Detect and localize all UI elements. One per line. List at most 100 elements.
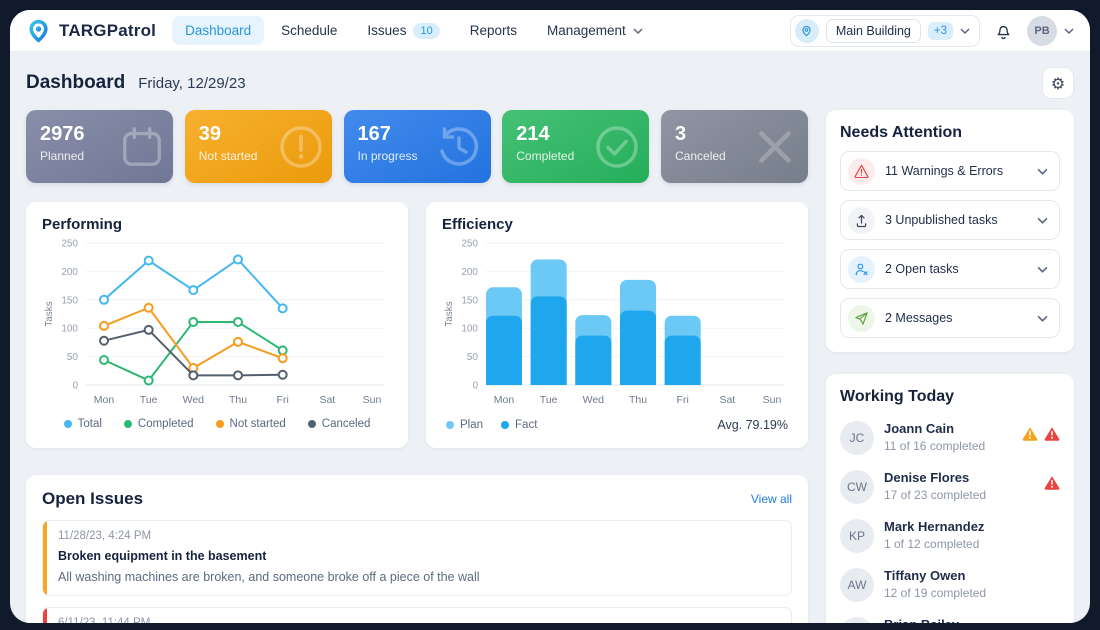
attention-item-messages[interactable]: 2 Messages [840, 298, 1060, 338]
needs-attention-title: Needs Attention [840, 124, 963, 141]
person-row[interactable]: KP Mark Hernandez 1 of 12 completed [840, 519, 1060, 553]
page-title: Dashboard [26, 72, 126, 93]
person-row[interactable]: DW Brian Bailey 3 of 7 completed [840, 617, 1060, 623]
stat-label: Canceled [675, 149, 726, 163]
legend-item: Not started [215, 418, 286, 430]
nav-item-schedule[interactable]: Schedule [281, 23, 338, 38]
person-name: Denise Flores [884, 470, 970, 485]
warning-triangle-icon [1044, 476, 1060, 490]
legend-item: Completed [123, 418, 194, 430]
person-name: Brian Bailey [884, 617, 973, 623]
stat-card-planned: 2976 Planned [26, 110, 173, 183]
attention-label: 2 Messages [885, 311, 953, 325]
working-today-card: Working Today JC Joann Cain 11 of 16 com… [826, 374, 1074, 623]
stat-card-canceled: 3 Canceled [661, 110, 808, 183]
alert-circle-icon [280, 125, 322, 168]
person-row[interactable]: JC Joann Cain 11 of 16 completed [840, 421, 1060, 455]
chevron-down-icon [633, 27, 643, 34]
person-name: Mark Hernandez [884, 519, 985, 534]
right-column: Needs Attention 11 Warnings & Errors [826, 110, 1074, 623]
open-issues-title: Open Issues [42, 489, 144, 508]
legend-item: Canceled [307, 418, 370, 430]
avatar: AW [840, 568, 874, 602]
chart-title: Performing [42, 216, 123, 233]
location-selector[interactable]: Main Building +3 [789, 14, 980, 47]
person-row[interactable]: AW Tiffany Owen 12 of 19 completed [840, 568, 1060, 602]
svg-text:0: 0 [72, 381, 78, 392]
brand[interactable]: TARGPatrol [26, 18, 156, 43]
svg-text:50: 50 [67, 352, 79, 363]
stat-label: Not started [198, 149, 258, 163]
attention-item-unpublished[interactable]: 3 Unpublished tasks [840, 200, 1060, 240]
svg-text:Wed: Wed [583, 394, 605, 406]
svg-text:Sun: Sun [763, 394, 782, 406]
legend-dot [446, 421, 454, 429]
svg-text:200: 200 [461, 267, 478, 278]
legend-dot [63, 420, 72, 428]
history-clock-icon [439, 126, 478, 166]
svg-text:Tue: Tue [140, 394, 158, 406]
stat-card-in-progress: 167 In progress [343, 110, 491, 183]
legend-item: Plan [446, 419, 483, 431]
person-progress: 1 of 12 completed [884, 537, 980, 551]
content: 2976 Planned 39 Not started [10, 110, 1090, 623]
svg-text:50: 50 [467, 352, 479, 363]
nav-item-management[interactable]: Management [534, 16, 656, 45]
location-chip: Main Building [825, 18, 921, 43]
stat-value: 2976 [40, 123, 85, 145]
svg-text:100: 100 [461, 324, 478, 335]
svg-text:150: 150 [61, 295, 78, 306]
open-issues-card: Open Issues View all 11/28/23, 4:24 PM B… [26, 475, 808, 623]
chevron-down-icon [1037, 217, 1048, 224]
charts-row: Performing 0 50 100 150 200 250 Tasks Mon Tue Wed… [26, 202, 808, 448]
attention-item-warnings[interactable]: 11 Warnings & Errors [840, 151, 1060, 191]
person-warning-flags [1044, 470, 1060, 490]
person-progress: 17 of 23 completed [884, 488, 987, 502]
top-nav-bar: TARGPatrol Dashboard Schedule Issues 10 … [10, 10, 1090, 52]
calendar-icon [123, 126, 161, 166]
chevron-down-icon [1037, 168, 1048, 175]
issue-title: Broken equipment in the basement [58, 549, 267, 563]
issue-item[interactable]: 6/11/23, 11:44 PM Broken door [42, 607, 792, 623]
issue-date: 11/28/23, 4:24 PM [58, 530, 152, 542]
person-warning-flags [1022, 421, 1060, 441]
working-today-title: Working Today [840, 388, 955, 405]
nav-item-reports[interactable]: Reports [469, 23, 517, 38]
person-progress: 11 of 16 completed [884, 439, 986, 453]
person-name: Tiffany Owen [884, 568, 966, 583]
view-all-link[interactable]: View all [750, 492, 792, 506]
svg-text:100: 100 [61, 324, 78, 335]
attention-label: 3 Unpublished tasks [885, 213, 998, 227]
chart-title: Efficiency [442, 216, 513, 233]
avatar: CW [840, 470, 874, 504]
person-row[interactable]: CW Denise Flores 17 of 23 completed [840, 470, 1060, 504]
svg-text:Fri: Fri [677, 394, 689, 406]
left-column: 2976 Planned 39 Not started [26, 110, 808, 623]
stat-label: Completed [516, 149, 575, 163]
svg-text:Thu: Thu [229, 394, 247, 406]
issue-date: 6/11/23, 11:44 PM [58, 617, 151, 623]
svg-text:Sun: Sun [363, 394, 382, 406]
performing-chart-card: Performing 0 50 100 150 200 250 Tasks Mon Tue Wed… [26, 202, 408, 448]
issue-severity-bar [43, 521, 47, 595]
avatar: KP [840, 519, 874, 553]
performing-line-chart: 0 50 100 150 200 250 Tasks Mon Tue Wed Thu Fri Sat Su… [44, 239, 384, 406]
user-menu[interactable]: PB [1027, 15, 1074, 46]
attention-item-open-tasks[interactable]: 2 Open tasks [840, 249, 1060, 289]
upload-icon [856, 214, 867, 227]
svg-text:Tasks: Tasks [444, 301, 455, 327]
person-name: Joann Cain [884, 421, 955, 436]
settings-button[interactable]: ⚙ [1042, 67, 1074, 99]
issue-item[interactable]: 11/28/23, 4:24 PM Broken equipment in th… [42, 520, 792, 596]
stat-label: Planned [40, 149, 85, 163]
user-avatar: PB [1027, 15, 1057, 46]
issues-count-badge: 10 [413, 22, 440, 39]
svg-text:250: 250 [461, 239, 478, 250]
svg-text:Tue: Tue [540, 394, 558, 406]
nav-item-dashboard[interactable]: Dashboard [172, 16, 265, 45]
warning-triangle-icon [1044, 427, 1060, 441]
header-right: Main Building +3 PB [789, 14, 1074, 47]
bell-icon[interactable] [994, 21, 1013, 41]
nav-item-issues[interactable]: Issues 10 [354, 16, 452, 46]
attention-label: 11 Warnings & Errors [885, 164, 1004, 178]
